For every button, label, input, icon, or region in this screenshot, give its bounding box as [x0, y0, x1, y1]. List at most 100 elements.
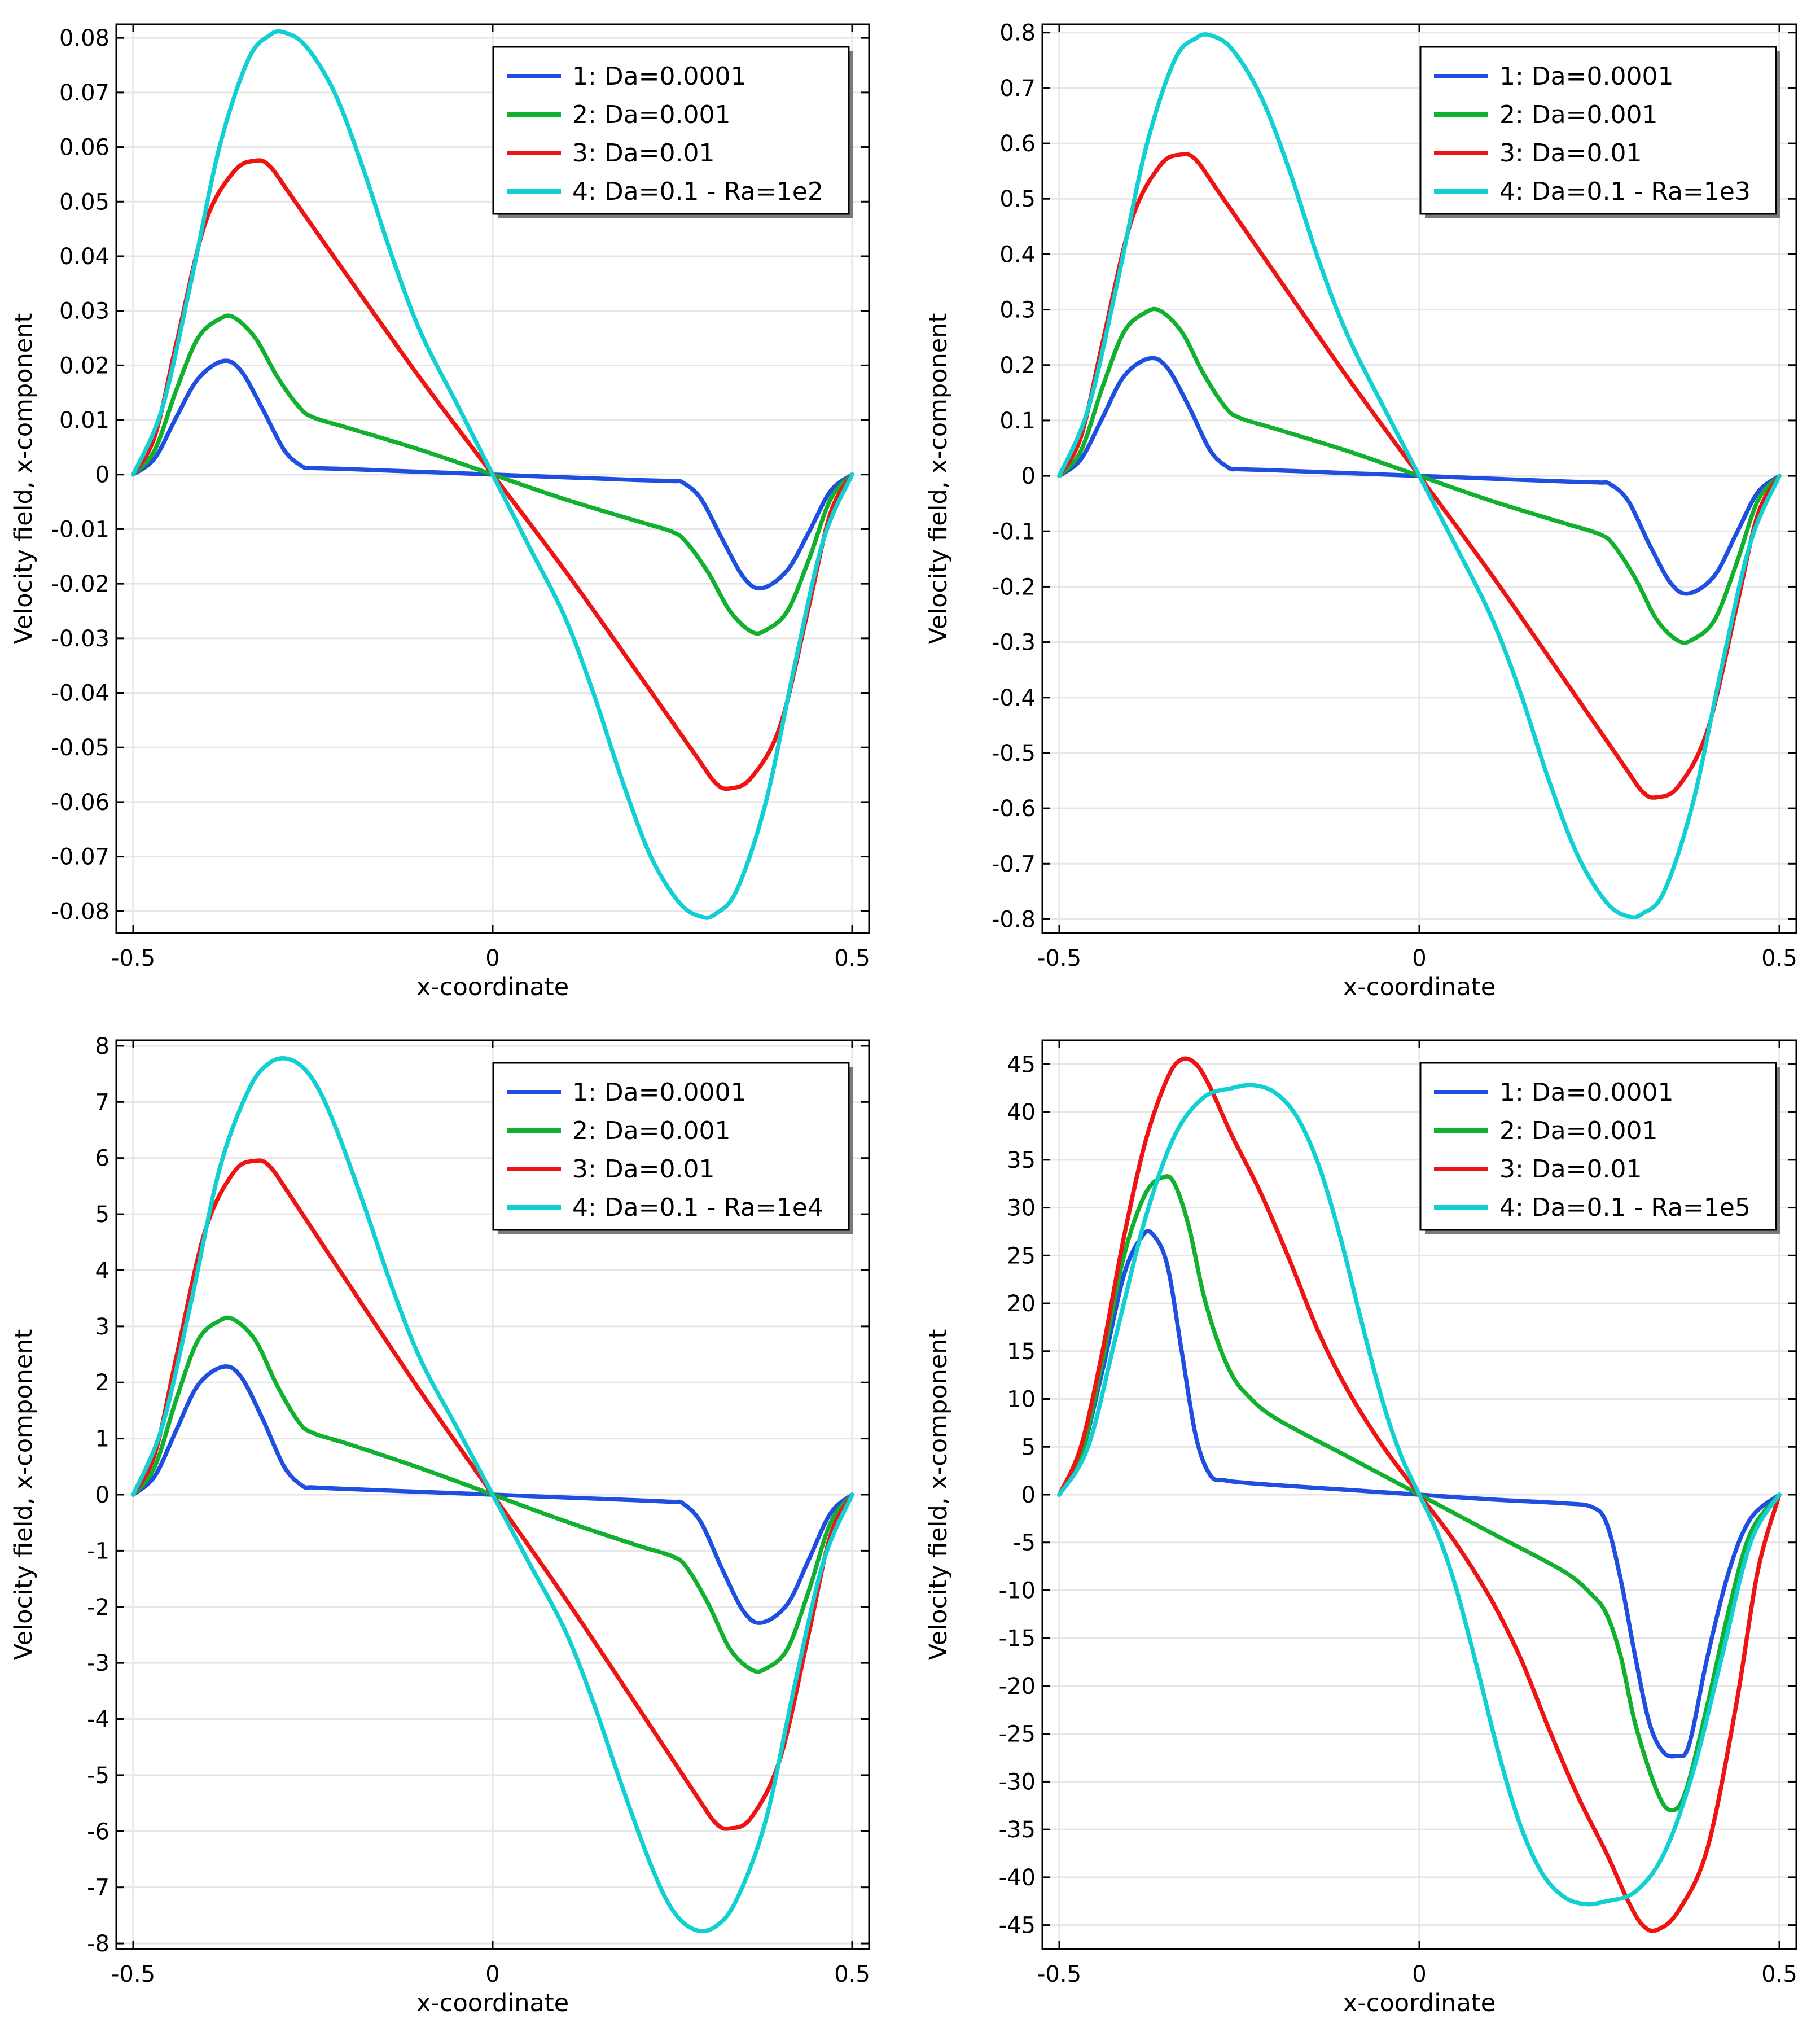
y-tick-label: 10 — [1007, 1387, 1036, 1413]
y-tick-label: 0.06 — [59, 135, 109, 161]
chart-panel-1: 0.08 0.07 0.06 0.05 0.04 0.03 0.02 0.01 0 -0.01 -0… — [10, 23, 870, 1001]
legend-entry-2: 2: Da=0.001 — [572, 100, 730, 129]
x-tick-label: -0.5 — [1037, 1961, 1081, 1987]
y-tick-label: -0.8 — [992, 906, 1036, 932]
y-tick-label: -0.04 — [51, 681, 110, 707]
y-tick-label: 5 — [95, 1202, 109, 1228]
y-tick-label: 0 — [1021, 1482, 1036, 1508]
y-tick-label: 0 — [95, 1482, 109, 1508]
legend-entry-4: 4: Da=0.1 - Ra=1e4 — [572, 1193, 823, 1222]
legend-entry-3: 3: Da=0.01 — [572, 139, 714, 168]
chart-panel-2: 0.8 0.7 0.6 0.5 0.4 0.3 0.2 0.1 0 -0.1 -0.2 -0.3 -0.… — [924, 20, 1797, 1001]
y-tick-label: -0.1 — [992, 519, 1036, 545]
y-tick-label: 0.3 — [999, 297, 1036, 323]
x-axis-label: x-coordinate — [416, 1989, 569, 2017]
x-tick-label: 0.5 — [834, 1961, 870, 1987]
y-tick-label: -8 — [87, 1931, 109, 1957]
y-tick-label: -45 — [999, 1913, 1036, 1939]
y-tick-label: -6 — [87, 1819, 109, 1845]
x-tick-label: 0 — [1412, 1961, 1426, 1987]
legend-entry-3: 3: Da=0.01 — [572, 1155, 714, 1184]
y-axis-label: Velocity field, x-component — [10, 1329, 38, 1661]
y-tick-label: -40 — [999, 1865, 1036, 1891]
y-tick-label: -0.2 — [992, 574, 1036, 600]
y-tick-label: -25 — [999, 1722, 1036, 1748]
series-line-1 — [1057, 1229, 1782, 1759]
series-line-4 — [131, 1056, 854, 1933]
y-tick-label: 4 — [95, 1258, 109, 1284]
legend-entry-1: 1: Da=0.0001 — [572, 1078, 746, 1107]
series-line-4 — [1057, 1083, 1782, 1907]
y-tick-label: 35 — [1007, 1148, 1036, 1173]
y-tick-label: 6 — [95, 1146, 109, 1172]
y-tick-label: 0 — [1021, 463, 1036, 489]
gridlines — [116, 24, 869, 933]
x-axis-label: x-coordinate — [1343, 973, 1496, 1001]
legend-entry-1: 1: Da=0.0001 — [572, 62, 746, 91]
x-tick-label: -0.5 — [111, 1961, 155, 1987]
y-tick-label: 0.1 — [999, 408, 1036, 434]
y-tick-label: 7 — [95, 1089, 109, 1115]
y-tick-label: -0.05 — [51, 735, 110, 761]
y-tick-label: 8 — [95, 1033, 109, 1059]
x-tick-label: -0.5 — [1037, 945, 1081, 971]
series-line-3 — [1057, 1056, 1782, 1933]
y-tick-label: -10 — [999, 1578, 1036, 1604]
y-tick-label: 0.5 — [999, 186, 1036, 212]
y-tick-label: -0.3 — [992, 630, 1036, 656]
y-tick-label: -0.03 — [51, 626, 110, 652]
legend-entry-3: 3: Da=0.01 — [1499, 1155, 1642, 1184]
y-tick-label: 0.8 — [999, 20, 1036, 46]
x-tick-label: 0.5 — [834, 945, 870, 971]
series-line-4 — [131, 29, 854, 920]
legend: 1: Da=0.0001 2: Da=0.001 3: Da=0.01 4: Da=0… — [492, 46, 853, 218]
x-tick-label: 0 — [485, 945, 499, 971]
series-line-4 — [1057, 32, 1782, 920]
y-tick-label: -1 — [87, 1538, 109, 1564]
y-axis-label: Velocity field, x-component — [924, 1329, 953, 1661]
chart-panel-4: 45 40 35 30 25 20 15 10 5 0 -5 -10 -15 -20 -25 -30 -35 -4… — [924, 1039, 1797, 2017]
y-tick-label: 45 — [1007, 1052, 1036, 1078]
gridlines — [1042, 24, 1796, 933]
y-tick-label: 0.05 — [59, 189, 109, 215]
y-tick-label: -2 — [87, 1595, 109, 1621]
series-lines — [131, 1056, 854, 1933]
legend-entry-1: 1: Da=0.0001 — [1499, 1078, 1673, 1107]
y-tick-label: 0.01 — [59, 408, 109, 433]
series-lines — [1057, 32, 1782, 920]
y-tick-label: -20 — [999, 1674, 1036, 1700]
y-tick-label: -3 — [87, 1650, 109, 1676]
y-tick-label: 0.04 — [59, 244, 109, 270]
y-tick-label: 5 — [1021, 1434, 1036, 1460]
x-tick-label: 0 — [1412, 945, 1426, 971]
legend-entry-4: 4: Da=0.1 - Ra=1e2 — [572, 177, 823, 206]
y-tick-label: -0.01 — [51, 516, 110, 542]
legend: 1: Da=0.0001 2: Da=0.001 3: Da=0.01 4: Da=0… — [492, 1062, 853, 1234]
y-tick-label: 3 — [95, 1314, 109, 1340]
series-lines — [131, 29, 854, 920]
x-tick-label: 0 — [485, 1961, 499, 1987]
y-tick-label: 2 — [95, 1370, 109, 1396]
legend-entry-4: 4: Da=0.1 - Ra=1e3 — [1499, 177, 1751, 206]
legend: 1: Da=0.0001 2: Da=0.001 3: Da=0.01 4: Da=0… — [1419, 46, 1780, 218]
legend-entry-3: 3: Da=0.01 — [1499, 139, 1642, 168]
y-tick-label: 0.2 — [999, 353, 1036, 379]
y-tick-label: 20 — [1007, 1291, 1036, 1317]
y-tick-label: 1 — [95, 1426, 109, 1452]
legend-entry-1: 1: Da=0.0001 — [1499, 62, 1673, 91]
y-tick-label: -35 — [999, 1817, 1036, 1843]
y-tick-label: 0 — [95, 462, 109, 488]
y-tick-label: -0.02 — [51, 571, 110, 597]
y-tick-label: -0.5 — [992, 741, 1036, 767]
legend-entry-2: 2: Da=0.001 — [1499, 1116, 1657, 1145]
y-tick-label: 0.4 — [999, 242, 1036, 268]
x-tick-label: 0.5 — [1761, 1961, 1797, 1987]
x-axis-label: x-coordinate — [416, 973, 569, 1001]
y-tick-label: -0.7 — [992, 851, 1036, 877]
y-tick-label: 0.08 — [59, 25, 109, 51]
y-tick-label: -0.4 — [992, 685, 1036, 711]
y-tick-label: 0.6 — [999, 131, 1036, 157]
x-tick-label: -0.5 — [111, 945, 155, 971]
legend-entry-2: 2: Da=0.001 — [1499, 100, 1657, 129]
